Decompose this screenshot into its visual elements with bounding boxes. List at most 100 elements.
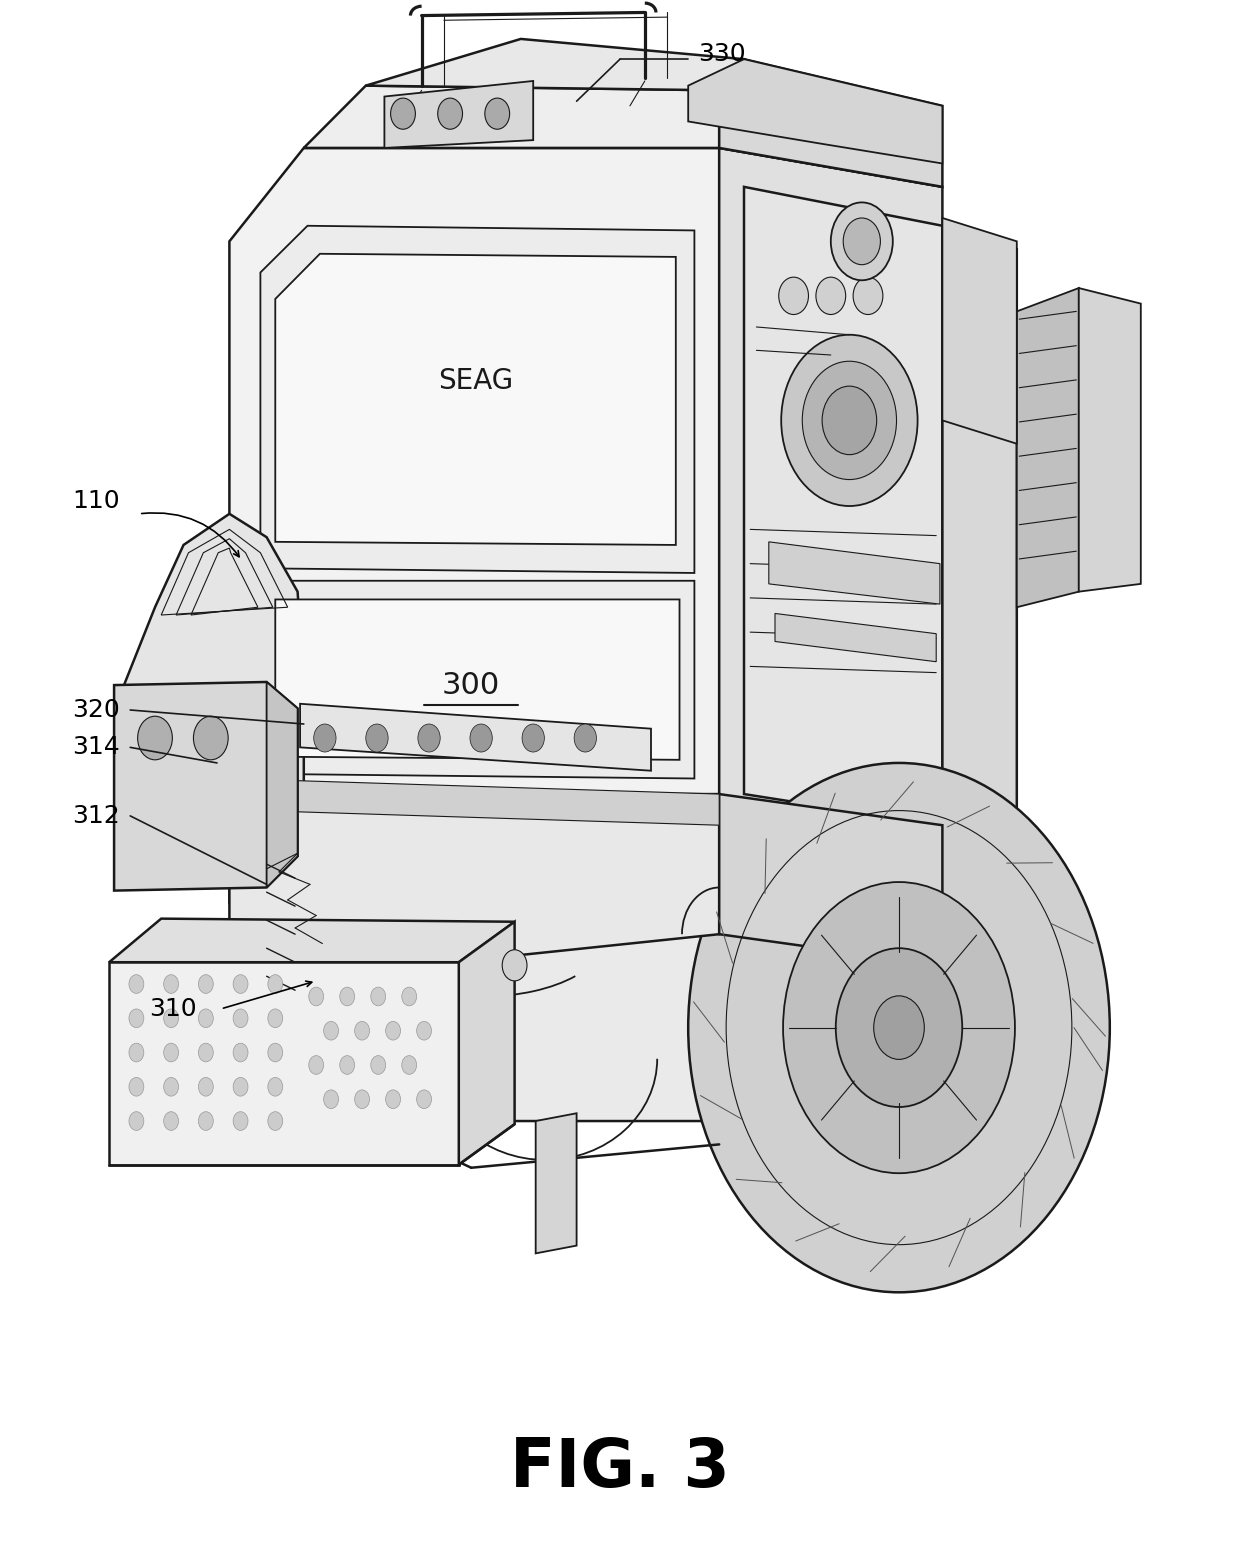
Circle shape — [188, 735, 233, 791]
Text: FIG. 3: FIG. 3 — [510, 1436, 730, 1501]
Circle shape — [371, 987, 386, 1006]
Polygon shape — [267, 682, 298, 887]
Circle shape — [366, 724, 388, 752]
Circle shape — [164, 1077, 179, 1096]
Circle shape — [386, 1090, 401, 1109]
Polygon shape — [536, 1113, 577, 1253]
Circle shape — [324, 1021, 339, 1040]
Polygon shape — [688, 59, 942, 163]
Circle shape — [268, 975, 283, 993]
Polygon shape — [744, 187, 942, 825]
Circle shape — [129, 1043, 144, 1062]
Circle shape — [402, 987, 417, 1006]
Circle shape — [418, 724, 440, 752]
Polygon shape — [114, 682, 298, 891]
Circle shape — [386, 1021, 401, 1040]
Text: 330: 330 — [698, 42, 745, 67]
Polygon shape — [719, 794, 942, 965]
Circle shape — [470, 724, 492, 752]
Polygon shape — [775, 613, 936, 662]
Circle shape — [355, 1021, 370, 1040]
Polygon shape — [229, 778, 719, 825]
Circle shape — [874, 996, 924, 1059]
Text: 314: 314 — [72, 735, 120, 760]
Polygon shape — [229, 794, 719, 958]
Circle shape — [391, 98, 415, 129]
Circle shape — [233, 1009, 248, 1028]
Polygon shape — [304, 75, 942, 187]
Circle shape — [198, 1009, 213, 1028]
Circle shape — [134, 666, 288, 859]
Text: SEAG: SEAG — [439, 367, 513, 395]
Circle shape — [502, 950, 527, 981]
Polygon shape — [1079, 288, 1141, 592]
Circle shape — [129, 975, 144, 993]
Circle shape — [233, 975, 248, 993]
Circle shape — [129, 1077, 144, 1096]
Circle shape — [138, 716, 172, 760]
Text: 310: 310 — [149, 996, 196, 1021]
Polygon shape — [1017, 288, 1079, 607]
Circle shape — [268, 1077, 283, 1096]
Circle shape — [371, 1056, 386, 1074]
Polygon shape — [275, 254, 676, 545]
Circle shape — [784, 881, 1014, 1174]
Circle shape — [853, 277, 883, 315]
Circle shape — [164, 975, 179, 993]
Circle shape — [233, 1112, 248, 1130]
Polygon shape — [109, 919, 515, 962]
Circle shape — [781, 335, 918, 506]
Circle shape — [129, 1112, 144, 1130]
Circle shape — [164, 1112, 179, 1130]
Text: 110: 110 — [72, 489, 119, 514]
Circle shape — [198, 1043, 213, 1062]
Text: 320: 320 — [72, 698, 120, 722]
Polygon shape — [366, 39, 744, 90]
Circle shape — [340, 987, 355, 1006]
Polygon shape — [260, 226, 694, 573]
Circle shape — [574, 724, 596, 752]
Circle shape — [417, 1021, 432, 1040]
Circle shape — [233, 1043, 248, 1062]
Circle shape — [164, 1009, 179, 1028]
Circle shape — [802, 361, 897, 480]
Circle shape — [193, 716, 228, 760]
Circle shape — [355, 1090, 370, 1109]
Circle shape — [831, 202, 893, 280]
Circle shape — [164, 1043, 179, 1062]
Polygon shape — [384, 81, 533, 148]
Circle shape — [816, 277, 846, 315]
Circle shape — [417, 1090, 432, 1109]
Circle shape — [324, 1090, 339, 1109]
Polygon shape — [769, 542, 940, 604]
Polygon shape — [300, 704, 651, 771]
Circle shape — [268, 1112, 283, 1130]
Circle shape — [198, 975, 213, 993]
Text: 312: 312 — [72, 803, 120, 828]
Circle shape — [843, 218, 880, 265]
Text: 300: 300 — [443, 671, 500, 699]
Polygon shape — [372, 903, 719, 1121]
Polygon shape — [229, 148, 719, 903]
Circle shape — [522, 724, 544, 752]
Circle shape — [402, 1056, 417, 1074]
Circle shape — [314, 724, 336, 752]
Polygon shape — [719, 148, 942, 934]
Circle shape — [688, 763, 1110, 1292]
Polygon shape — [942, 226, 1017, 825]
Circle shape — [268, 1043, 283, 1062]
Circle shape — [822, 386, 877, 455]
Circle shape — [164, 704, 258, 822]
Polygon shape — [942, 218, 1017, 444]
Circle shape — [198, 1077, 213, 1096]
Circle shape — [309, 987, 324, 1006]
Polygon shape — [719, 59, 942, 187]
Circle shape — [340, 1056, 355, 1074]
Circle shape — [438, 98, 463, 129]
Circle shape — [233, 1077, 248, 1096]
Circle shape — [268, 1009, 283, 1028]
Polygon shape — [459, 922, 515, 1165]
Circle shape — [198, 1112, 213, 1130]
Circle shape — [309, 1056, 324, 1074]
Circle shape — [836, 948, 962, 1107]
